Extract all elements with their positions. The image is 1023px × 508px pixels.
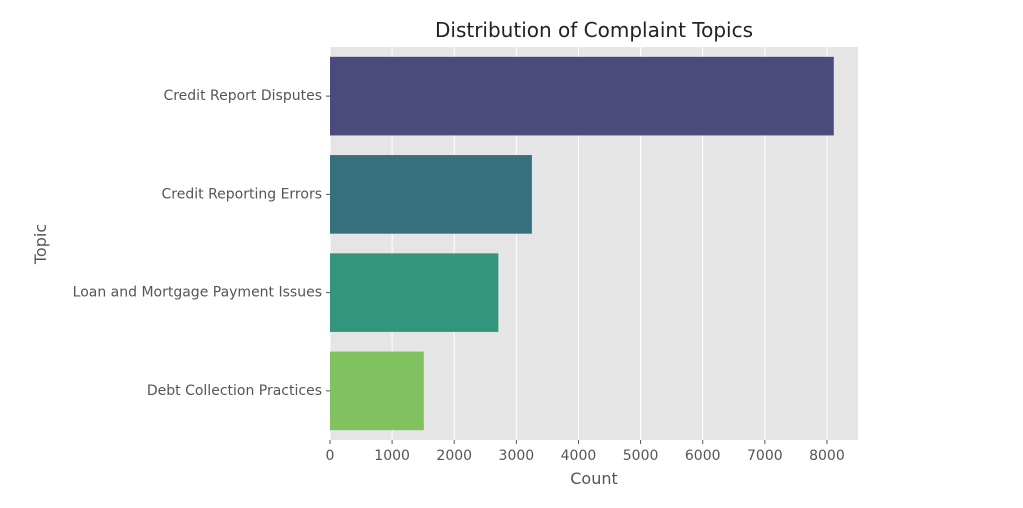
bar bbox=[330, 253, 499, 332]
chart-title: Distribution of Complaint Topics bbox=[435, 18, 753, 42]
x-tick-label: 0 bbox=[326, 448, 335, 464]
y-tick-label: Loan and Mortgage Payment Issues bbox=[73, 285, 322, 301]
x-tick-label: 5000 bbox=[623, 448, 659, 464]
bar bbox=[330, 351, 424, 431]
y-tick-label: Credit Report Disputes bbox=[163, 88, 322, 104]
y-tick-label: Debt Collection Practices bbox=[147, 383, 322, 399]
x-tick-label: 6000 bbox=[685, 448, 721, 464]
x-tick-label: 8000 bbox=[809, 448, 845, 464]
x-axis-label: Count bbox=[570, 469, 618, 488]
plot-area: Credit Report Disputes Credit Reporting E… bbox=[73, 47, 858, 464]
x-tick-label: 1000 bbox=[374, 448, 410, 464]
x-tick-label: 3000 bbox=[499, 448, 535, 464]
x-tick-label: 4000 bbox=[561, 448, 597, 464]
x-tick-label: 2000 bbox=[436, 448, 472, 464]
bar bbox=[330, 56, 834, 136]
y-tick-label: Credit Reporting Errors bbox=[162, 186, 322, 202]
x-tick-label: 7000 bbox=[747, 448, 783, 464]
y-axis-label: Topic bbox=[31, 224, 50, 265]
bar bbox=[330, 155, 532, 234]
